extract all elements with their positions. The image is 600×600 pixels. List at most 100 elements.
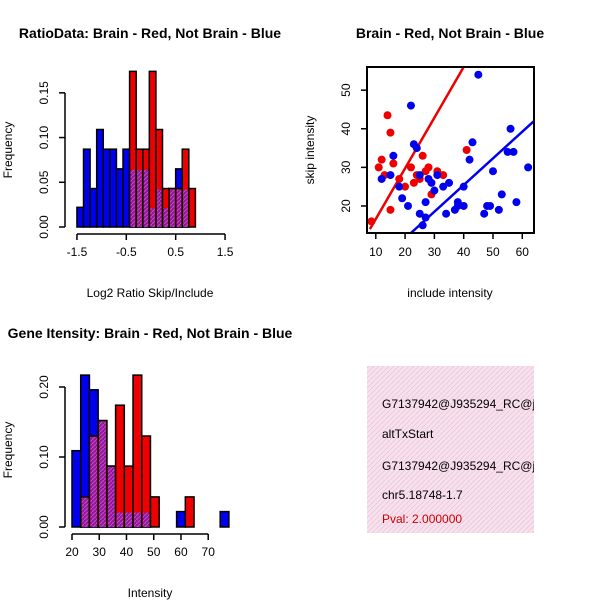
scatter-point-notbrain-5 xyxy=(404,201,413,210)
scatter-fit-line-notbrain xyxy=(410,120,534,233)
intensity-hist-ylabel: Frequency xyxy=(1,422,15,479)
ratio-hist-bar-overlap-16 xyxy=(183,189,188,227)
scatter-point-notbrain-0 xyxy=(377,174,386,183)
scatter-marks xyxy=(367,67,534,233)
scatter-y-tick-label-3: 50 xyxy=(339,83,353,97)
scatter-axes: 10 20 30 40 50 60 20 30 40 50 xyxy=(339,83,529,259)
intensity-hist-y-tick-label-2: 0.20 xyxy=(37,375,51,399)
ratio-hist-axes: -1.5 -0.5 0.5 1.5 0.00 0.05 0.10 0.15 xyxy=(37,81,234,259)
ratio-hist-bar-overlap-9 xyxy=(137,169,142,227)
info-line-gene-id: G7137942@J935294_RC@j xyxy=(382,397,535,411)
ratio-hist-bar-overlap-13 xyxy=(163,208,169,227)
info-line-event-type: altTxStart xyxy=(382,427,434,441)
ratio-hist-bars xyxy=(76,70,197,228)
ratio-hist-bar-overlap-14 xyxy=(170,189,175,227)
scatter-point-brain-11 xyxy=(409,178,418,187)
scatter-point-brain-2 xyxy=(377,155,386,164)
scatter-point-notbrain-29 xyxy=(480,209,489,218)
scatter-point-brain-4 xyxy=(383,111,392,120)
scatter-x-tick-label-4: 50 xyxy=(486,245,500,259)
intensity-hist-bar-notbrain-17 xyxy=(219,510,230,528)
scatter-point-notbrain-32 xyxy=(488,167,497,176)
intensity-hist-bar-notbrain-12 xyxy=(175,510,187,528)
intensity-hist-x-tick-label-1: 30 xyxy=(93,545,107,559)
ratio-hist-y-tick-label-3: 0.15 xyxy=(37,81,51,105)
scatter-point-brain-20 xyxy=(462,146,471,154)
ratio-hist-bar-brain-17 xyxy=(188,187,197,228)
intensity-hist-bar-overlap-2 xyxy=(90,437,98,527)
scatter-point-notbrain-39 xyxy=(524,163,533,172)
scatter-point-notbrain-12 xyxy=(421,213,430,222)
ratio-histogram-panel: RatioData: Brain - Red, Not Brain - Blue… xyxy=(1,25,281,300)
scatter-point-notbrain-15 xyxy=(427,178,436,187)
scatter-xlabel: include intensity xyxy=(407,286,492,300)
ratio-hist-x-tick-label-3: 1.5 xyxy=(217,245,234,259)
scatter-y-tick-label-1: 30 xyxy=(339,160,353,174)
scatter-title: Brain - Red, Not Brain - Blue xyxy=(356,25,544,41)
info-box: G7137942@J935294_RC@j altTxStart G713794… xyxy=(367,366,535,533)
scatter-point-notbrain-3 xyxy=(395,182,404,191)
ratio-hist-bar-notbrain-3 xyxy=(95,128,105,228)
scatter-point-notbrain-18 xyxy=(439,182,448,191)
ratio-hist-bar-notbrain-2 xyxy=(89,187,98,228)
intensity-hist-y-tick-label-1: 0.10 xyxy=(37,445,51,469)
scatter-point-notbrain-20 xyxy=(445,178,454,187)
intensity-hist-axes: 20 30 40 50 60 70 0.00 0.10 0.20 xyxy=(37,375,215,559)
scatter-point-notbrain-28 xyxy=(474,70,483,79)
info-line-pval: Pval: 2.000000 xyxy=(382,512,462,526)
intensity-hist-x-tick-label-0: 20 xyxy=(65,545,79,559)
ratio-hist-title: RatioData: Brain - Red, Not Brain - Blue xyxy=(19,25,281,41)
scatter-point-brain-1 xyxy=(374,163,383,172)
scatter-ylabel: skip intensity xyxy=(303,116,317,185)
ratio-hist-x-tick-label-1: -0.5 xyxy=(116,245,137,259)
intensity-hist-y-tick-label-0: 0.00 xyxy=(37,515,51,539)
scatter-point-brain-9 xyxy=(401,182,410,191)
info-line-gene-id-2: G7137942@J935294_RC@j xyxy=(382,459,535,473)
scatter-point-notbrain-6 xyxy=(406,101,415,110)
ratio-hist-bar-overlap-10 xyxy=(143,169,149,227)
scatter-point-brain-16 xyxy=(424,163,433,172)
scatter-point-brain-14 xyxy=(418,151,427,160)
info-line-location: chr5.18748-1.7 xyxy=(382,488,463,502)
ratio-hist-bar-notbrain-1 xyxy=(82,148,91,228)
intensity-hist-bar-notbrain-0 xyxy=(71,449,82,528)
scatter-x-tick-label-3: 40 xyxy=(457,245,471,259)
intensity-hist-x-tick-label-5: 70 xyxy=(202,545,216,559)
ratio-hist-bar-brain-11 xyxy=(148,70,157,228)
ratio-hist-bar-notbrain-4 xyxy=(102,148,111,228)
scatter-point-notbrain-38 xyxy=(512,198,521,207)
intensity-hist-bar-overlap-8 xyxy=(142,512,150,527)
scatter-point-notbrain-31 xyxy=(486,201,495,210)
scatter-point-notbrain-37 xyxy=(509,147,518,156)
ratio-hist-x-tick-label-0: -1.5 xyxy=(67,245,88,259)
scatter-point-notbrain-9 xyxy=(415,171,424,180)
intensity-hist-title: Gene Itensity: Brain - Red, Not Brain - … xyxy=(8,325,293,341)
scatter-y-tick-label-2: 40 xyxy=(339,122,353,136)
scatter-panel: Brain - Red, Not Brain - Blue include in… xyxy=(303,25,544,300)
intensity-hist-bar-overlap-6 xyxy=(125,512,133,527)
intensity-histogram-panel: Gene Itensity: Brain - Red, Not Brain - … xyxy=(1,325,293,600)
scatter-x-tick-label-2: 30 xyxy=(428,245,442,259)
scatter-x-tick-label-5: 60 xyxy=(516,245,530,259)
scatter-y-tick-label-0: 20 xyxy=(339,199,353,213)
ratio-hist-bar-overlap-11 xyxy=(150,208,155,227)
scatter-frame xyxy=(366,66,535,234)
scatter-x-tick-label-1: 20 xyxy=(398,245,412,259)
scatter-point-notbrain-4 xyxy=(398,194,407,203)
intensity-hist-bar-overlap-1 xyxy=(81,497,89,527)
ratio-hist-bar-overlap-12 xyxy=(156,189,162,227)
intensity-hist-bar-overlap-5 xyxy=(116,512,124,527)
ratio-hist-bar-overlap-8 xyxy=(130,169,136,227)
intensity-hist-x-tick-label-4: 60 xyxy=(174,545,188,559)
scatter-point-brain-10 xyxy=(406,163,415,172)
ratio-hist-bar-notbrain-5 xyxy=(109,148,118,228)
scatter-point-notbrain-8 xyxy=(412,144,421,153)
scatter-point-notbrain-26 xyxy=(465,155,474,164)
ratio-hist-xlabel: Log2 Ratio Skip/Include xyxy=(87,286,214,300)
intensity-hist-xlabel: Intensity xyxy=(128,586,173,600)
scatter-point-notbrain-23 xyxy=(453,198,462,207)
ratio-hist-bar-notbrain-0 xyxy=(76,206,85,228)
scatter-point-notbrain-17 xyxy=(433,171,442,180)
intensity-hist-bars xyxy=(71,374,230,528)
intensity-hist-bar-overlap-3 xyxy=(99,421,106,527)
